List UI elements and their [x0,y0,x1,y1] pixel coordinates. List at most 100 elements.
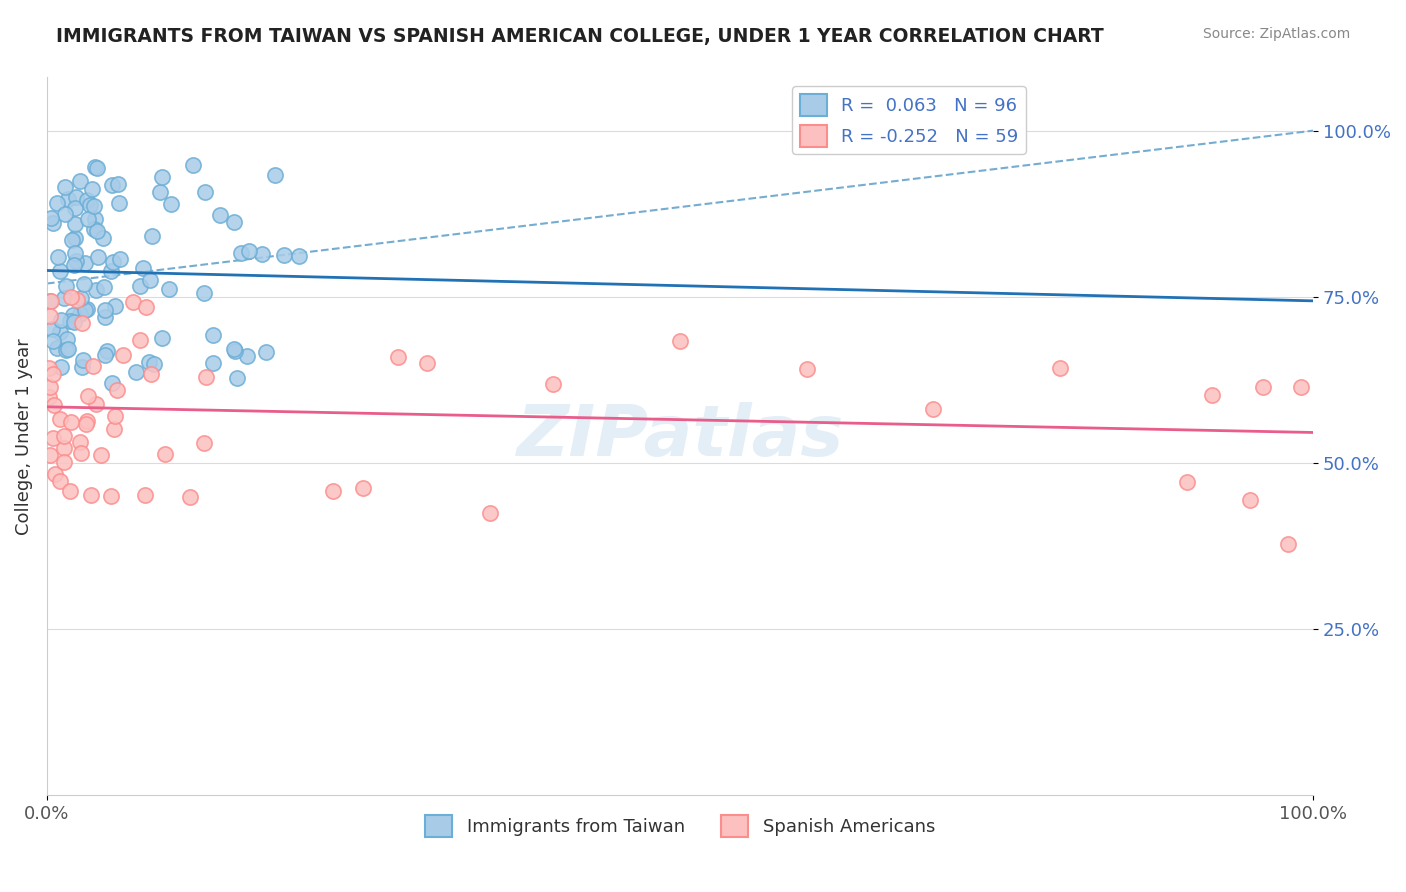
Point [129,279,152,293]
Point [104,409,127,423]
Point [63,231,86,245]
Point [70,291,93,305]
Point [135,300,157,314]
Point [1201,388,1223,402]
Point [45,196,67,211]
Point [87,250,110,264]
Point [86,224,108,238]
Point [796,361,818,376]
Point [141,229,163,244]
Point [53,455,76,469]
Point [107,177,129,191]
Point [59,314,82,328]
Text: IMMIGRANTS FROM TAIWAN VS SPANISH AMERICAN COLLEGE, UNDER 1 YEAR CORRELATION CHA: IMMIGRANTS FROM TAIWAN VS SPANISH AMERIC… [56,27,1104,45]
Point [80,182,103,196]
Point [38,390,60,404]
Point [70,360,93,375]
Point [42,430,65,444]
Point [69,435,91,450]
Point [193,436,215,450]
Point [79,198,101,212]
Point [65,253,87,268]
Point [139,272,162,286]
Point [83,199,105,213]
Point [75,417,97,431]
Point [101,376,124,390]
Point [201,328,224,343]
Point [181,158,204,172]
Point [55,279,77,293]
Point [44,467,66,482]
Point [69,174,91,188]
Point [70,316,93,330]
Point [42,368,65,382]
Point [101,178,124,192]
Point [86,161,108,176]
Point [39,294,62,309]
Point [76,193,98,207]
Point [159,197,181,211]
Point [41,322,63,336]
Point [55,343,77,357]
Point [39,448,62,462]
Point [55,333,77,347]
Point [53,429,76,443]
Point [94,302,117,317]
Point [122,294,145,309]
Point [194,370,217,384]
Point [179,490,201,504]
Point [201,356,224,370]
Point [1251,380,1274,394]
Point [42,216,65,230]
Point [105,383,128,397]
Point [59,415,82,429]
Point [39,211,62,225]
Point [104,299,127,313]
Point [77,212,100,227]
Point [70,446,93,460]
Point [86,397,108,411]
Point [543,377,565,392]
Point [73,277,96,291]
Point [288,250,311,264]
Point [103,422,125,436]
Point [134,487,156,501]
Point [1289,380,1312,394]
Point [236,349,259,363]
Point [222,215,245,229]
Point [108,196,131,211]
Point [38,361,60,376]
Point [1049,360,1071,375]
Point [669,334,692,348]
Point [1239,493,1261,508]
Point [387,350,409,364]
Point [53,207,76,221]
Point [83,221,105,235]
Point [48,474,70,488]
Point [157,282,180,296]
Point [194,185,217,199]
Point [49,359,72,374]
Point [75,256,97,270]
Legend: Immigrants from Taiwan, Spanish Americans: Immigrants from Taiwan, Spanish American… [418,807,942,844]
Point [101,255,124,269]
Point [222,343,245,357]
Point [49,264,72,278]
Point [149,185,172,199]
Point [56,342,79,356]
Point [62,308,84,322]
Point [112,348,135,362]
Point [229,246,252,260]
Point [90,448,112,462]
Point [86,283,108,297]
Point [69,307,91,321]
Point [42,398,65,412]
Point [46,251,69,265]
Point [77,389,100,403]
Point [138,355,160,369]
Point [39,294,62,309]
Point [52,291,75,305]
Point [96,343,118,358]
Point [38,310,60,324]
Text: Source: ZipAtlas.com: Source: ZipAtlas.com [1202,27,1350,41]
